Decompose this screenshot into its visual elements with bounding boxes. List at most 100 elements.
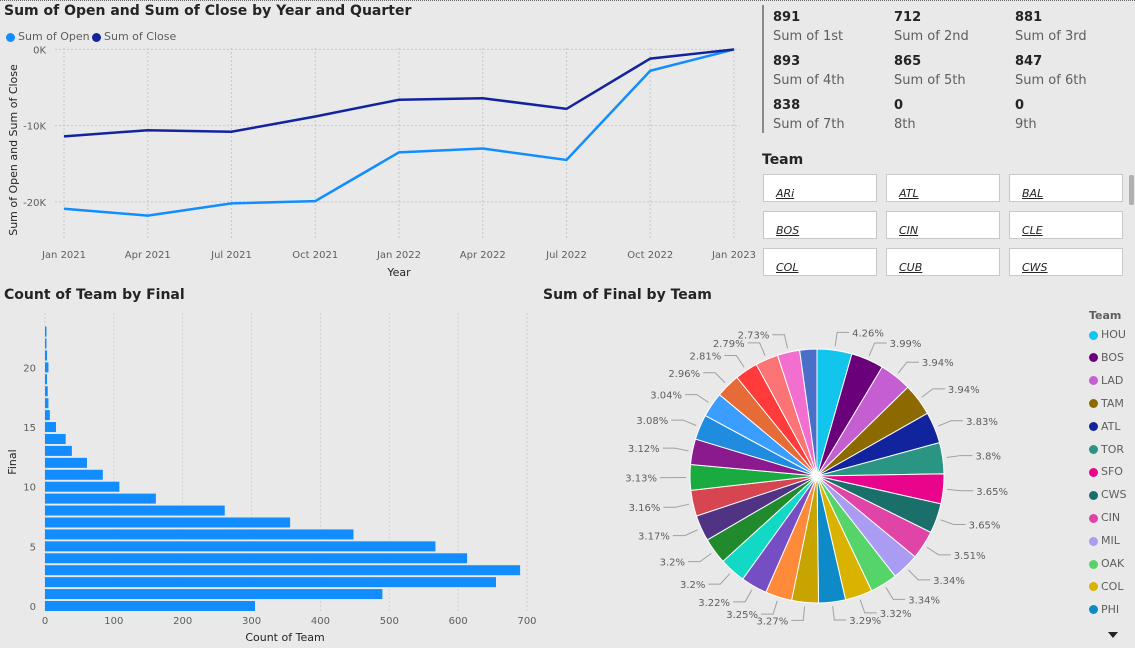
kpi-label: Sum of 3rd — [1015, 29, 1135, 44]
legend-label: OAK — [1101, 557, 1124, 570]
pie-legend-item-lad[interactable]: LAD — [1089, 374, 1123, 387]
bar-final-0 — [45, 601, 255, 611]
bar-chart-svg: 0 100 200 300 400 500 600 70005101520Count of T… — [0, 285, 540, 648]
pie-legend-title: Team — [1089, 309, 1121, 322]
x-axis-title: Count of Team — [245, 631, 324, 644]
pie-data-label: 3.08% — [636, 416, 668, 427]
kpi-label: 9th — [1015, 117, 1135, 132]
pie-leader-line — [860, 600, 877, 613]
slicer-item-cin[interactable]: CIN — [886, 211, 1000, 239]
legend-dot-icon — [1089, 560, 1098, 569]
kpi-label: Sum of 2nd — [894, 29, 1014, 44]
legend-label: TAM — [1101, 397, 1124, 410]
x-axis-title: Year — [386, 266, 411, 279]
pie-legend-item-atl[interactable]: ATL — [1089, 420, 1121, 433]
bar-final-17 — [45, 398, 48, 408]
kpi-value: 865 — [894, 54, 1014, 69]
bar-final-2 — [45, 577, 496, 587]
legend-label: HOU — [1101, 328, 1126, 341]
y-axis-title: Sum of Open and Sum of Close — [7, 64, 20, 236]
pie-data-label: 3.51% — [954, 551, 986, 562]
pie-legend-item-hou[interactable]: HOU — [1089, 328, 1126, 341]
pie-legend-item-mil[interactable]: MIL — [1089, 534, 1120, 547]
pie-leader-line — [922, 389, 945, 397]
slicer-item-cle[interactable]: CLE — [1009, 211, 1123, 239]
pie-leader-line — [947, 489, 973, 490]
pie-legend-item-tam[interactable]: TAM — [1089, 397, 1124, 410]
bar-final-15 — [45, 422, 56, 432]
kpi-card: 847 Sum of 6th — [1015, 54, 1135, 88]
pie-leader-line — [947, 456, 973, 458]
legend-dot-icon — [1089, 605, 1098, 614]
pie-legend-item-cws[interactable]: CWS — [1089, 488, 1127, 501]
team-slicer[interactable]: Team ARi ATL BAL BOS CIN CLE COL CUB CWS — [760, 150, 1135, 285]
kpi-multirow-card: 891 Sum of 1st 712 Sum of 2nd 881 Sum of 3rd 8… — [762, 5, 1132, 135]
bar-final-20 — [45, 362, 48, 372]
legend-dot-icon — [1089, 537, 1098, 546]
pie-data-label: 3.16% — [629, 503, 661, 514]
legend-label: COL — [1101, 580, 1123, 593]
legend-label: TOR — [1101, 443, 1124, 456]
pie-legend-item-phi[interactable]: PHI — [1089, 603, 1119, 616]
bar-final-5 — [45, 541, 435, 551]
kpi-label: Sum of 4th — [773, 73, 893, 88]
slicer-scrollbar[interactable] — [1129, 175, 1134, 205]
pie-leader-line — [833, 606, 847, 620]
bar-final-9 — [45, 494, 156, 504]
bar-final-8 — [45, 506, 225, 516]
x-tick-label: Apr 2022 — [460, 250, 506, 261]
y-tick-label: -20K — [23, 198, 46, 209]
line-chart-panel[interactable]: Sum of Open and Sum of Close by Year and… — [0, 0, 760, 285]
kpi-value: 0 — [1015, 98, 1135, 113]
y-tick-label: 0 — [30, 602, 36, 613]
pie-leader-line — [671, 420, 696, 425]
slicer-item-bal[interactable]: BAL — [1009, 174, 1123, 202]
kpi-divider — [762, 5, 764, 133]
kpi-card: 838 Sum of 7th — [773, 98, 893, 132]
pie-leader-line — [748, 343, 766, 356]
pie-data-label: 3.65% — [969, 520, 1001, 531]
slicer-item-cws[interactable]: CWS — [1009, 248, 1123, 276]
kpi-card: 865 Sum of 5th — [894, 54, 1014, 88]
pie-data-label: 3.65% — [976, 487, 1008, 498]
legend-dot-icon — [1089, 331, 1098, 340]
legend-dot-icon — [1089, 514, 1098, 523]
legend-label: CIN — [1101, 511, 1120, 524]
legend-scroll-down-icon[interactable] — [1108, 632, 1118, 638]
x-tick-label: 500 — [380, 616, 399, 627]
pie-leader-line — [703, 373, 725, 383]
pie-leader-line — [869, 343, 887, 356]
pie-legend-item-sfo[interactable]: SFO — [1089, 465, 1123, 478]
pie-legend-item-oak[interactable]: OAK — [1089, 557, 1124, 570]
bar-chart-panel[interactable]: Count of Team by Final 0 100 200 300 400 500 6… — [0, 285, 540, 648]
y-tick-label: 0K — [33, 45, 46, 56]
pie-data-label: 3.2% — [660, 558, 685, 569]
pie-data-label: 3.99% — [890, 339, 922, 350]
slicer-item-bos[interactable]: BOS — [763, 211, 877, 239]
pie-data-label: 2.96% — [668, 369, 700, 380]
pie-legend-item-tor[interactable]: TOR — [1089, 443, 1124, 456]
pie-leader-line — [761, 601, 777, 614]
slicer-item-col[interactable]: COL — [763, 248, 877, 276]
pie-legend-item-cin[interactable]: CIN — [1089, 511, 1120, 524]
bar-final-13 — [45, 446, 72, 456]
slicer-item-ari[interactable]: ARi — [763, 174, 877, 202]
kpi-label: Sum of 5th — [894, 73, 1014, 88]
slicer-item-cub[interactable]: CUB — [886, 248, 1000, 276]
x-tick-label: 100 — [104, 616, 123, 627]
pie-leader-line — [724, 356, 744, 368]
pie-data-label: 3.25% — [726, 610, 758, 621]
slicer-item-atl[interactable]: ATL — [886, 174, 1000, 202]
kpi-value: 0 — [894, 98, 1014, 113]
x-tick-label: Jan 2022 — [376, 250, 421, 261]
kpi-value: 891 — [773, 10, 893, 25]
pie-data-label: 3.27% — [756, 616, 788, 627]
pie-leader-line — [772, 335, 787, 349]
pie-data-label: 3.17% — [638, 532, 670, 543]
pie-legend-item-bos[interactable]: BOS — [1089, 351, 1124, 364]
x-tick-label: 300 — [242, 616, 261, 627]
x-tick-label: Jul 2022 — [545, 250, 587, 261]
y-tick-label: 5 — [30, 542, 36, 553]
pie-legend-item-col[interactable]: COL — [1089, 580, 1123, 593]
pie-chart-panel[interactable]: Sum of Final by Team 4.26% 3.99% 3.94% 3.94… — [540, 285, 1135, 648]
